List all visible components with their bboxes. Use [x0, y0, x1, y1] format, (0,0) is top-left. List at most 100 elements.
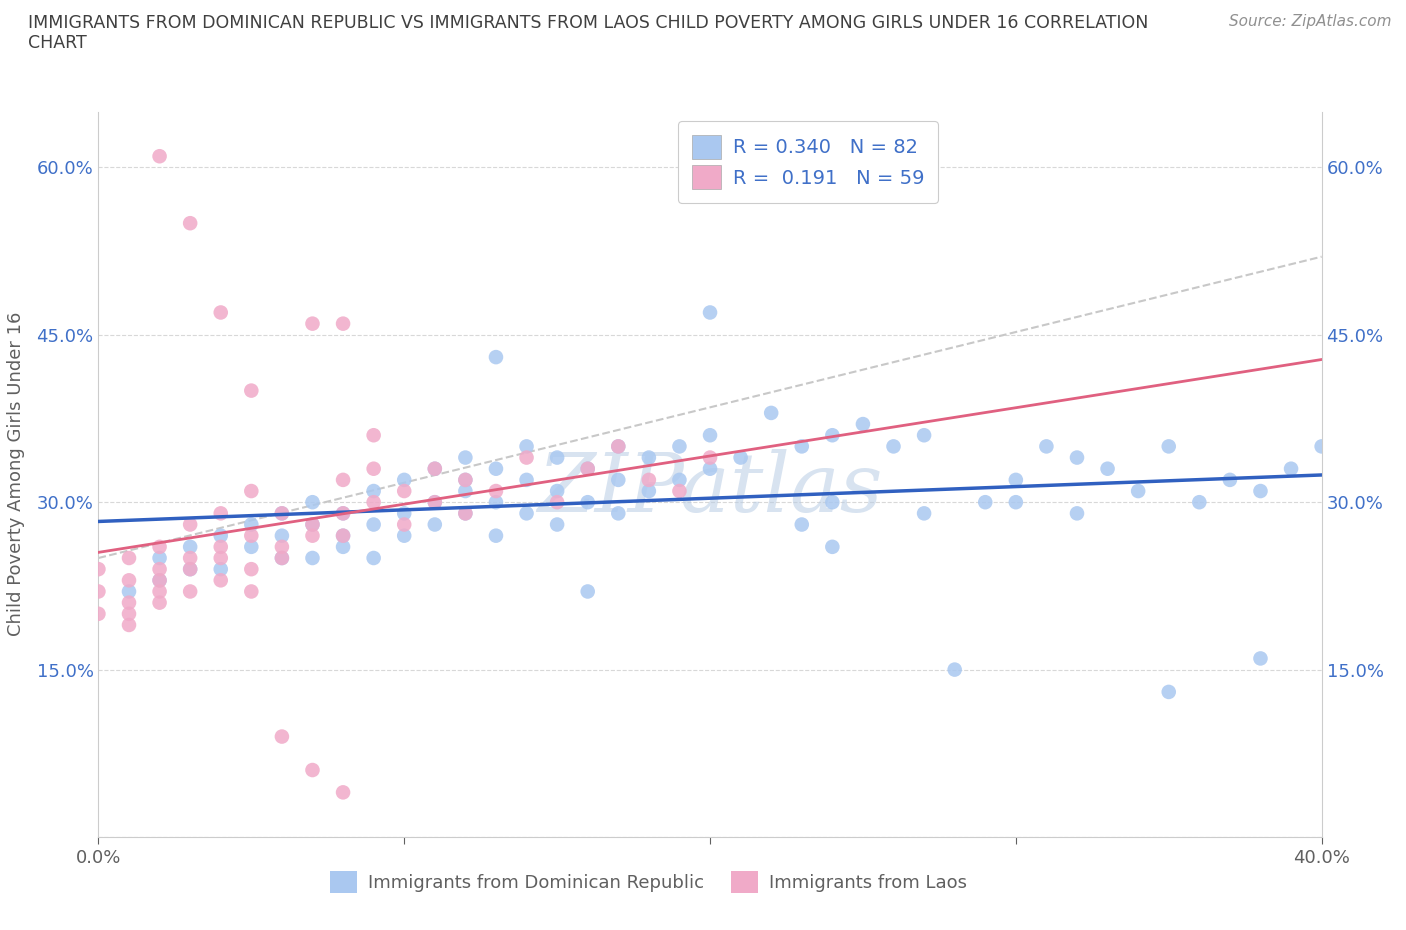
Point	[790, 517, 813, 532]
Point	[485, 484, 508, 498]
Point	[209, 528, 232, 543]
Point	[332, 506, 354, 521]
Point	[1219, 472, 1241, 487]
Point	[179, 216, 201, 231]
Point	[1066, 506, 1088, 521]
Point	[392, 528, 416, 543]
Text: CHART: CHART	[28, 34, 87, 52]
Point	[149, 149, 172, 164]
Point	[516, 506, 538, 521]
Point	[423, 461, 446, 476]
Point	[454, 506, 477, 521]
Point	[423, 495, 446, 510]
Point	[209, 539, 232, 554]
Point	[423, 495, 446, 510]
Point	[240, 584, 263, 599]
Point	[363, 461, 385, 476]
Point	[883, 439, 905, 454]
Point	[607, 439, 630, 454]
Point	[1004, 472, 1026, 487]
Point	[301, 528, 323, 543]
Point	[209, 551, 232, 565]
Point	[149, 595, 172, 610]
Point	[363, 484, 385, 498]
Point	[392, 517, 416, 532]
Point	[118, 606, 141, 621]
Text: Source: ZipAtlas.com: Source: ZipAtlas.com	[1229, 14, 1392, 29]
Point	[1157, 439, 1180, 454]
Point	[363, 495, 385, 510]
Point	[516, 472, 538, 487]
Point	[149, 551, 172, 565]
Point	[454, 450, 477, 465]
Point	[637, 450, 661, 465]
Text: ZIPatlas: ZIPatlas	[537, 449, 883, 529]
Point	[821, 539, 844, 554]
Point	[607, 472, 630, 487]
Point	[392, 472, 416, 487]
Point	[852, 417, 875, 432]
Point	[87, 584, 110, 599]
Point	[485, 350, 508, 365]
Y-axis label: Child Poverty Among Girls Under 16: Child Poverty Among Girls Under 16	[7, 312, 25, 636]
Point	[240, 528, 263, 543]
Point	[699, 428, 721, 443]
Point	[270, 506, 292, 521]
Point	[332, 528, 354, 543]
Point	[332, 785, 354, 800]
Point	[637, 472, 661, 487]
Point	[149, 539, 172, 554]
Point	[485, 461, 508, 476]
Point	[485, 495, 508, 510]
Point	[454, 472, 477, 487]
Point	[332, 506, 354, 521]
Point	[149, 573, 172, 588]
Point	[179, 551, 201, 565]
Point	[1128, 484, 1150, 498]
Point	[301, 316, 323, 331]
Point	[270, 506, 292, 521]
Point	[699, 450, 721, 465]
Point	[454, 506, 477, 521]
Point	[546, 484, 568, 498]
Point	[392, 506, 416, 521]
Point	[209, 506, 232, 521]
Point	[179, 539, 201, 554]
Point	[332, 472, 354, 487]
Point	[974, 495, 997, 510]
Point	[301, 551, 323, 565]
Point	[668, 472, 690, 487]
Point	[270, 539, 292, 554]
Point	[699, 461, 721, 476]
Point	[87, 606, 110, 621]
Point	[149, 562, 172, 577]
Point	[240, 517, 263, 532]
Point	[179, 562, 201, 577]
Point	[546, 517, 568, 532]
Point	[576, 584, 599, 599]
Point	[1188, 495, 1211, 510]
Point	[118, 595, 141, 610]
Point	[790, 439, 813, 454]
Point	[1035, 439, 1057, 454]
Point	[209, 562, 232, 577]
Point	[821, 428, 844, 443]
Point	[363, 428, 385, 443]
Point	[392, 484, 416, 498]
Point	[668, 439, 690, 454]
Point	[179, 584, 201, 599]
Point	[332, 539, 354, 554]
Point	[1004, 495, 1026, 510]
Point	[332, 528, 354, 543]
Point	[423, 461, 446, 476]
Point	[546, 450, 568, 465]
Point	[1066, 450, 1088, 465]
Point	[240, 562, 263, 577]
Point	[179, 562, 201, 577]
Point	[576, 461, 599, 476]
Point	[118, 573, 141, 588]
Point	[485, 528, 508, 543]
Point	[1249, 484, 1271, 498]
Point	[118, 551, 141, 565]
Point	[1249, 651, 1271, 666]
